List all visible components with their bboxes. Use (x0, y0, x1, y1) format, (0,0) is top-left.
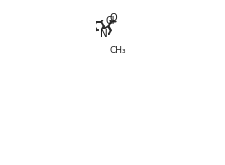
Text: O: O (110, 13, 117, 23)
Text: CH₃: CH₃ (110, 46, 126, 55)
Text: N: N (100, 30, 108, 39)
Text: Cl: Cl (106, 16, 115, 27)
